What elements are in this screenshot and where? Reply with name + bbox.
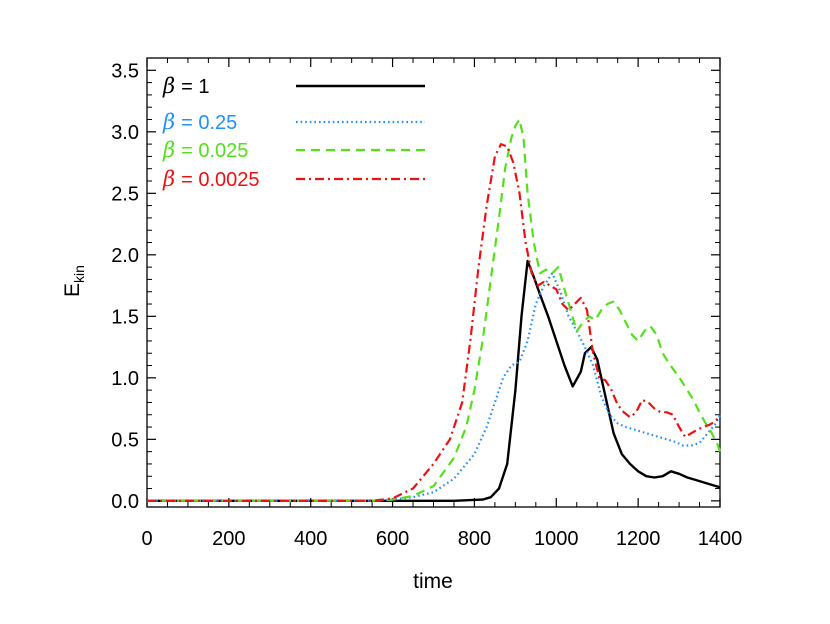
legend-label-2: β = 0.025 [162,138,248,162]
y-tick-label: 0.0 [111,491,139,513]
y-tick-label: 0.5 [111,429,139,451]
y-tick-label: 2.5 [111,183,139,205]
x-tick-label: 800 [458,528,491,550]
series-lines [147,118,722,502]
y-tick-label: 1.0 [111,368,139,390]
legend: β = 1 β = 0.25 β = 0.025 β = 0.0025 [162,74,425,191]
x-tick-label: 1000 [534,528,579,550]
x-axis-title: time [413,570,453,593]
series-line-2 [147,118,722,502]
series-line-0 [147,259,721,502]
y-tick-label: 2.0 [111,245,139,267]
y-tick-label: 1.5 [111,306,139,328]
y-tick-label: 3.5 [111,60,139,82]
axis-ticks: 0 200 400 600 800 1000 1200 1400 0.0 0.5 1.0 1.5 2.0… [111,58,742,550]
legend-value-3: = 0.0025 [181,169,259,191]
legend-label-3: β = 0.0025 [162,167,260,191]
x-tick-label: 0 [141,528,152,550]
x-tick-label: 1200 [616,528,661,550]
legend-value-2: = 0.025 [181,140,248,162]
x-tick-label: 200 [212,528,245,550]
y-axis-title-sub: kin [71,265,87,283]
legend-value-0: = 1 [181,76,209,98]
legend-label-0: β = 1 [162,74,210,98]
x-tick-label: 1400 [698,528,743,550]
y-axis-title-main: E [61,283,84,297]
x-tick-label: 600 [376,528,409,550]
y-tick-label: 3.0 [111,122,139,144]
legend-symbol-3: β [162,167,175,191]
legend-symbol-1: β [162,110,175,134]
y-axis-title: Ekin [61,265,87,297]
series-line-3 [147,143,721,502]
legend-symbol-0: β [162,74,175,98]
x-tick-label: 400 [294,528,327,550]
legend-symbol-2: β [162,138,175,162]
legend-value-1: = 0.25 [181,112,237,134]
legend-label-1: β = 0.25 [162,110,237,134]
